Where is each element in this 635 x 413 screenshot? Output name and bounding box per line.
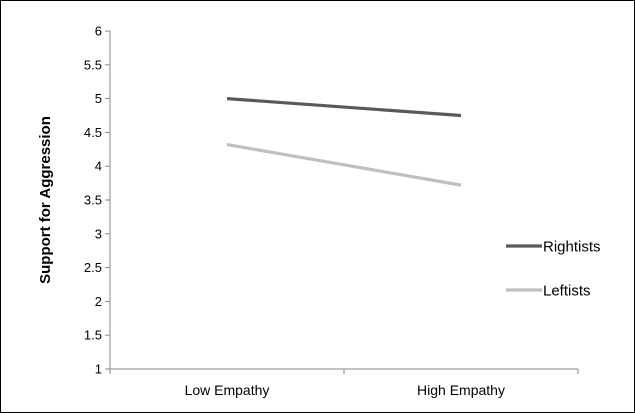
series-layer xyxy=(226,97,462,187)
legend-label-rightists: Rightists xyxy=(543,239,601,256)
y-tick-label: 2.5 xyxy=(84,260,102,275)
y-tick-label: 3.5 xyxy=(84,193,102,208)
legend-label-leftists: Leftists xyxy=(543,283,591,300)
y-axis-title: Support for Aggression xyxy=(37,116,54,284)
y-tick-label: 4.5 xyxy=(84,125,102,140)
x-axis: Low Empathy High Empathy xyxy=(109,368,579,398)
y-tick-label: 1 xyxy=(95,362,102,377)
y-tick-label: 4 xyxy=(95,159,102,174)
y-tick-label: 1.5 xyxy=(84,328,102,343)
x-tick-label: Low Empathy xyxy=(185,382,270,398)
x-tick-label: High Empathy xyxy=(417,382,505,398)
series-line-rightists xyxy=(226,97,462,118)
y-tick-label: 6 xyxy=(95,24,102,39)
y-tick-label: 3 xyxy=(95,226,102,241)
y-axis: 1 1.5 2 2.5 3 3.5 4 4.5 5 5.5 6 xyxy=(84,24,111,377)
y-tick-label: 2 xyxy=(95,294,102,309)
series-line-leftists xyxy=(226,142,462,187)
y-tick-label: 5.5 xyxy=(84,57,102,72)
y-tick-label: 5 xyxy=(95,91,102,106)
legend: Rightists Leftists xyxy=(506,239,601,300)
